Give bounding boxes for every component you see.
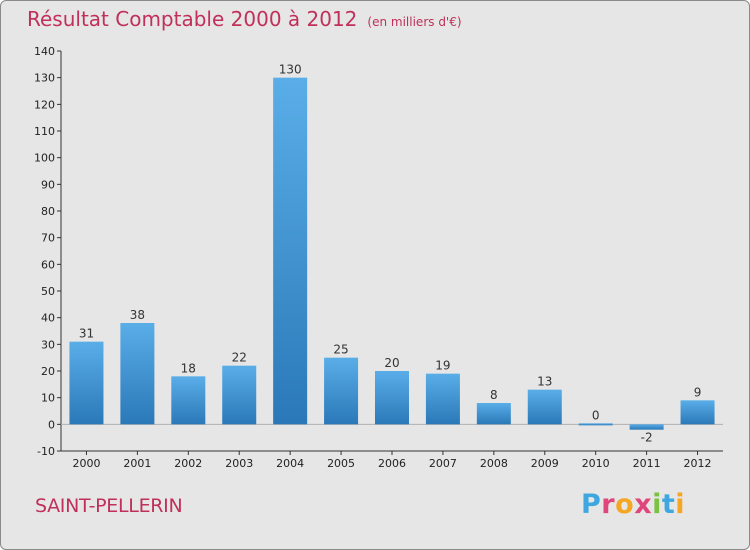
chart-unit: (en milliers d'€) bbox=[367, 15, 462, 29]
y-tick-label: 100 bbox=[34, 152, 55, 165]
x-tick-label-2005: 2005 bbox=[327, 457, 355, 470]
bar-2006 bbox=[375, 371, 409, 425]
logo-letter: P bbox=[581, 489, 602, 520]
x-tick-label-2008: 2008 bbox=[480, 457, 508, 470]
value-label-2007: 19 bbox=[435, 359, 450, 373]
x-tick-label-2007: 2007 bbox=[429, 457, 457, 470]
y-tick-label: 30 bbox=[41, 338, 55, 351]
bar-2008 bbox=[476, 403, 511, 425]
value-label-2006: 20 bbox=[384, 356, 399, 370]
bar-2010 bbox=[578, 423, 613, 426]
y-tick-label: 40 bbox=[41, 312, 55, 325]
x-tick-label-2002: 2002 bbox=[174, 457, 202, 470]
value-label-2000: 31 bbox=[79, 327, 94, 341]
y-tick-label: 60 bbox=[41, 258, 55, 271]
bar-2004 bbox=[273, 77, 308, 425]
bar-2007 bbox=[425, 373, 460, 425]
bar-2005 bbox=[324, 357, 359, 425]
value-label-2012: 9 bbox=[694, 385, 702, 399]
value-label-2002: 18 bbox=[181, 361, 196, 375]
y-tick-label: 20 bbox=[41, 365, 55, 378]
x-tick-label-2010: 2010 bbox=[582, 457, 610, 470]
y-tick-label: 70 bbox=[41, 232, 55, 245]
value-label-2008: 8 bbox=[490, 388, 498, 402]
y-tick-label: 130 bbox=[34, 72, 55, 85]
chart-title-text: Résultat Comptable 2000 à 2012 bbox=[27, 7, 358, 31]
value-label-2009: 13 bbox=[537, 375, 552, 389]
commune-name: SAINT-PELLERIN bbox=[35, 495, 183, 517]
x-tick-label-2004: 2004 bbox=[276, 457, 304, 470]
bar-2003 bbox=[222, 365, 257, 425]
value-label-2010: 0 bbox=[592, 408, 600, 422]
logo-letter: i bbox=[675, 489, 686, 520]
x-tick-label-2006: 2006 bbox=[378, 457, 406, 470]
x-tick-label-2003: 2003 bbox=[225, 457, 253, 470]
bar-2000 bbox=[69, 341, 104, 425]
x-tick-label-2012: 2012 bbox=[684, 457, 712, 470]
y-tick-label: 110 bbox=[34, 125, 55, 138]
bar-2001 bbox=[120, 323, 155, 425]
y-tick-label: 120 bbox=[34, 98, 55, 111]
y-tick-label: -10 bbox=[37, 445, 55, 458]
value-label-2005: 25 bbox=[333, 343, 348, 357]
y-tick-label: 50 bbox=[41, 285, 55, 298]
bar-2009 bbox=[527, 389, 562, 425]
value-label-2003: 22 bbox=[232, 351, 247, 365]
logo-letter: t bbox=[661, 489, 676, 520]
x-tick-label-2000: 2000 bbox=[72, 457, 100, 470]
x-tick-label-2009: 2009 bbox=[531, 457, 559, 470]
y-tick-label: 0 bbox=[48, 418, 55, 431]
logo-letter: r bbox=[601, 489, 616, 520]
y-tick-label: 90 bbox=[41, 178, 55, 191]
x-tick-label-2001: 2001 bbox=[123, 457, 151, 470]
logo-letter: i bbox=[652, 489, 662, 520]
y-tick-label: 80 bbox=[41, 205, 55, 218]
y-tick-label: 10 bbox=[41, 392, 55, 405]
bar-2012 bbox=[680, 400, 715, 425]
value-label-2004: 130 bbox=[279, 63, 302, 77]
chart-title: Résultat Comptable 2000 à 2012 (en millie… bbox=[27, 7, 462, 31]
y-tick-label: 140 bbox=[34, 45, 55, 58]
value-label-2001: 38 bbox=[130, 308, 145, 322]
value-label-2011: -2 bbox=[641, 431, 653, 445]
bar-2002 bbox=[171, 376, 206, 425]
x-tick-label-2011: 2011 bbox=[633, 457, 661, 470]
logo-letter: x bbox=[634, 489, 653, 520]
bar-2011 bbox=[629, 424, 664, 430]
proxiti-logo: Proxiti bbox=[581, 489, 685, 520]
logo-letter: o bbox=[615, 489, 635, 520]
